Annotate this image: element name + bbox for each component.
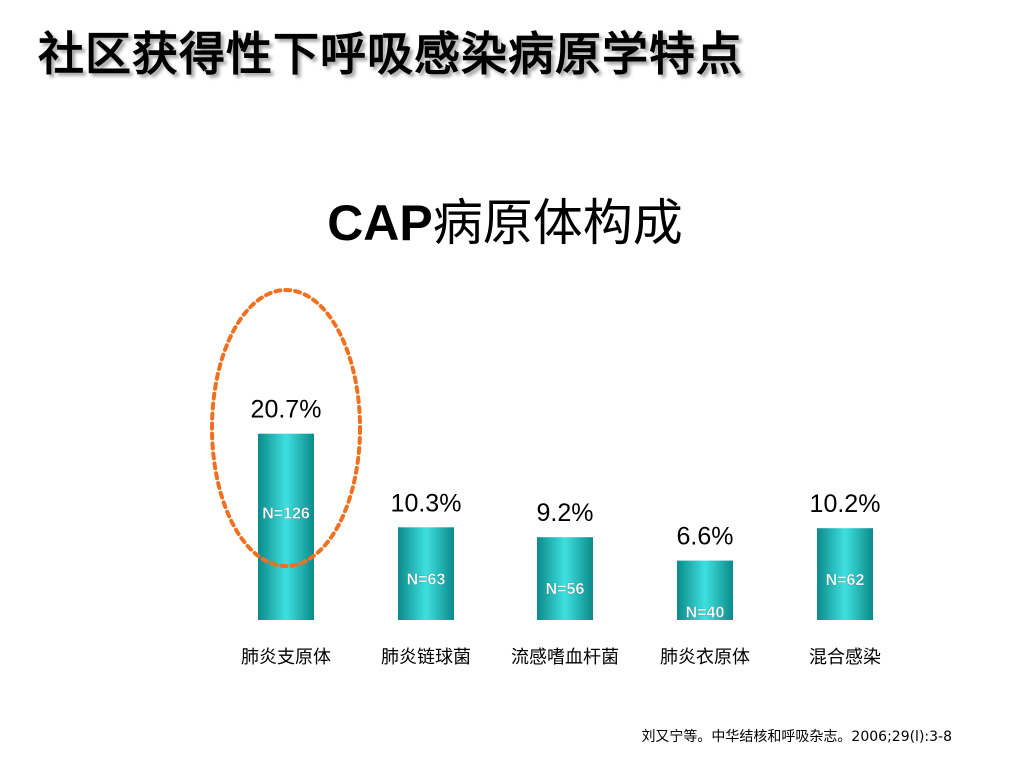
labels-group: 20.7% N=126 肺炎支原体 10.3% N=63 肺炎链球菌 9.2% N=56 流感嗜…: [241, 396, 881, 668]
n-label-4: N=62: [826, 572, 865, 589]
bar-2: [537, 537, 593, 620]
chart-title-latin: CAP: [327, 195, 433, 251]
chart-title-cjk: 病原体构成: [432, 194, 683, 252]
value-label-2: 9.2%: [537, 499, 594, 527]
category-label-1: 肺炎链球菌: [381, 647, 471, 668]
n-label-2: N=56: [546, 581, 585, 598]
highlight-ellipse: [210, 288, 362, 568]
category-label-2: 流感嗜血杆菌: [511, 647, 619, 668]
category-label-4: 混合感染: [809, 647, 881, 668]
bar-0: [258, 433, 314, 620]
category-label-3: 肺炎衣原体: [660, 647, 750, 668]
value-label-3: 6.6%: [677, 523, 734, 551]
n-label-1: N=63: [407, 571, 446, 588]
chart-title: CAP病原体构成: [0, 183, 1010, 255]
category-label-0: 肺炎支原体: [241, 647, 331, 668]
slide-title: 社区获得性下呼吸感染病原学特点: [38, 27, 743, 81]
value-label-4: 10.2%: [810, 490, 881, 518]
value-label-0: 20.7%: [251, 396, 322, 424]
bar-3: [677, 560, 733, 620]
bars-group: [258, 433, 873, 620]
bar-1: [398, 527, 454, 620]
n-label-3: N=40: [686, 605, 725, 622]
value-label-1: 10.3%: [391, 489, 462, 517]
n-label-0: N=126: [262, 506, 310, 523]
citation: 刘又宁等。中华结核和呼吸杂志。2006;29(l):3-8: [641, 729, 952, 745]
bar-4: [817, 528, 873, 620]
